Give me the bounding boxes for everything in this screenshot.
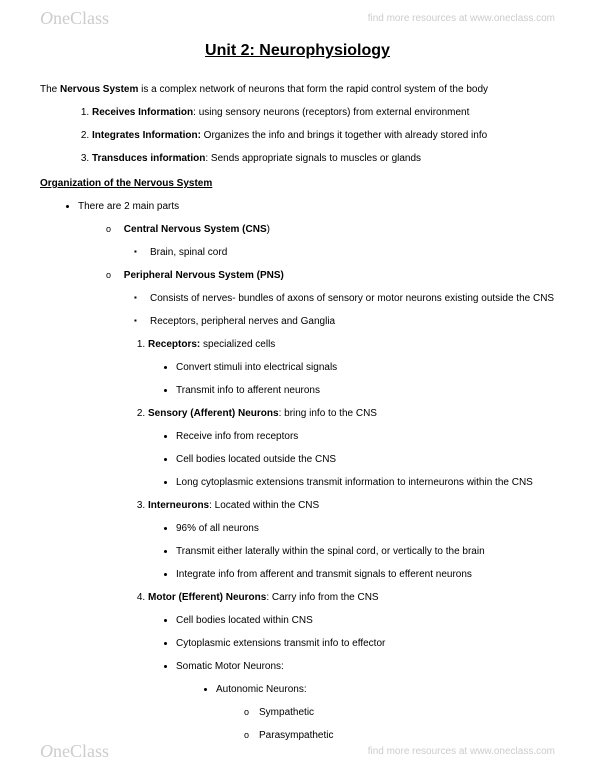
motor-sublist: Cell bodies located within CNS Cytoplasm… — [176, 613, 555, 743]
logo-top: OneClass — [40, 8, 109, 29]
list-item: Receptors, peripheral nerves and Ganglia — [134, 314, 555, 329]
list-item: Receives Information: using sensory neur… — [92, 105, 555, 120]
footer-watermark: OneClass find more resources at www.onec… — [40, 741, 555, 762]
list-item: Peripheral Nervous System (PNS) Consists… — [106, 268, 555, 743]
list-item: Integrates Information: Organizes the in… — [92, 128, 555, 143]
list-item: Somatic Motor Neurons: Autonomic Neurons… — [176, 659, 555, 743]
item-bold: Receives Information — [92, 107, 193, 118]
list-item: Central Nervous System (CNS) Brain, spin… — [106, 222, 555, 260]
autonomic-list: Autonomic Neurons: Sympathetic Parasympa… — [216, 682, 555, 743]
list-item: Receive info from receptors — [176, 429, 555, 444]
receptors-sublist: Convert stimuli into electrical signals … — [176, 360, 555, 398]
interneurons-text: : Located within the CNS — [209, 500, 319, 511]
find-more-top: find more resources at www.oneclass.com — [368, 13, 555, 24]
receptors-text: specialized cells — [200, 339, 275, 350]
list-item: Consists of nerves- bundles of axons of … — [134, 291, 555, 306]
interneurons-bold: Interneurons — [148, 500, 209, 511]
interneurons-sublist: 96% of all neurons Transmit either later… — [176, 521, 555, 582]
list-item: Cytoplasmic extensions transmit info to … — [176, 636, 555, 651]
list-item: Transduces information: Sends appropriat… — [92, 151, 555, 166]
sensory-sublist: Receive info from receptors Cell bodies … — [176, 429, 555, 490]
two-parts-text: There are 2 main parts — [78, 201, 179, 212]
section-header-organization: Organization of the Nervous System — [40, 176, 555, 191]
intro-rest: is a complex network of neurons that for… — [138, 84, 488, 95]
logo-bottom: OneClass — [40, 741, 109, 762]
cns-label: Central Nervous System (CNS — [124, 224, 267, 235]
header-watermark: OneClass find more resources at www.onec… — [40, 8, 555, 29]
receptors-bold: Receptors: — [148, 339, 200, 350]
item-text: : Sends appropriate signals to muscles o… — [205, 153, 421, 164]
organization-list: There are 2 main parts Central Nervous S… — [78, 199, 555, 743]
intro-bold: Nervous System — [60, 84, 138, 95]
list-item: Long cytoplasmic extensions transmit inf… — [176, 475, 555, 490]
somatic-text: Somatic Motor Neurons: — [176, 661, 284, 672]
pns-sublist: Consists of nerves- bundles of axons of … — [134, 291, 555, 329]
list-item: Motor (Efferent) Neurons: Carry info fro… — [148, 590, 555, 743]
sensory-bold: Sensory (Afferent) Neurons — [148, 408, 279, 419]
autonomic-text: Autonomic Neurons: — [216, 684, 307, 695]
cns-sublist: Brain, spinal cord — [134, 245, 555, 260]
pns-numbered-list: Receptors: specialized cells Convert sti… — [148, 337, 555, 743]
list-item: Transmit either laterally within the spi… — [176, 544, 555, 559]
cns-paren: ) — [267, 224, 270, 235]
motor-bold: Motor (Efferent) Neurons — [148, 592, 266, 603]
page-title: Unit 2: Neurophysiology — [40, 42, 555, 60]
intro-paragraph: The Nervous System is a complex network … — [40, 82, 555, 97]
item-bold: Integrates Information: — [92, 130, 201, 141]
motor-text: : Carry info from the CNS — [266, 592, 378, 603]
main-functions-list: Receives Information: using sensory neur… — [92, 105, 555, 166]
parts-sublist: Central Nervous System (CNS) Brain, spin… — [106, 222, 555, 743]
find-more-bottom: find more resources at www.oneclass.com — [368, 746, 555, 757]
list-item: 96% of all neurons — [176, 521, 555, 536]
list-item: Transmit info to afferent neurons — [176, 383, 555, 398]
item-text: : using sensory neurons (receptors) from… — [193, 107, 469, 118]
list-item: Sympathetic — [244, 705, 555, 720]
document-body: The Nervous System is a complex network … — [40, 82, 555, 743]
pns-label: Peripheral Nervous System (PNS) — [124, 270, 284, 281]
item-text: Organizes the info and brings it togethe… — [201, 130, 487, 141]
list-item: Sensory (Afferent) Neurons: bring info t… — [148, 406, 555, 490]
autonomic-sublist: Sympathetic Parasympathetic — [244, 705, 555, 743]
list-item: Integrate info from afferent and transmi… — [176, 567, 555, 582]
list-item: Cell bodies located within CNS — [176, 613, 555, 628]
list-item: There are 2 main parts Central Nervous S… — [78, 199, 555, 743]
list-item: Cell bodies located outside the CNS — [176, 452, 555, 467]
list-item: Receptors: specialized cells Convert sti… — [148, 337, 555, 398]
intro-prefix: The — [40, 84, 60, 95]
list-item: Convert stimuli into electrical signals — [176, 360, 555, 375]
list-item: Brain, spinal cord — [134, 245, 555, 260]
list-item: Interneurons: Located within the CNS 96%… — [148, 498, 555, 582]
sensory-text: : bring info to the CNS — [279, 408, 377, 419]
list-item: Autonomic Neurons: Sympathetic Parasympa… — [216, 682, 555, 743]
item-bold: Transduces information — [92, 153, 205, 164]
